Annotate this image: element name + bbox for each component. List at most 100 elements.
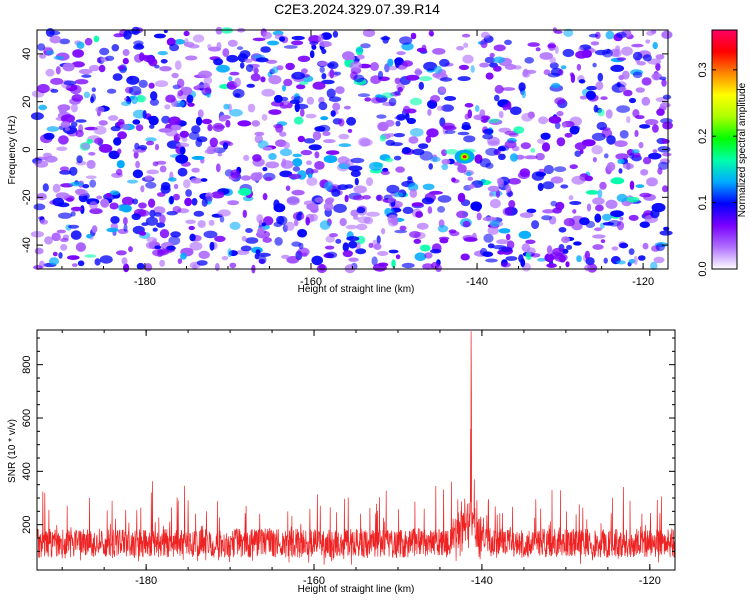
heatmap-cell <box>461 124 472 131</box>
heatmap-cell <box>78 68 93 75</box>
heatmap-cell <box>353 185 368 194</box>
heatmap-cell <box>77 260 85 267</box>
heatmap-cell <box>537 182 544 192</box>
heatmap-cell <box>185 219 196 224</box>
heatmap-cell <box>498 111 504 119</box>
heatmap-cell <box>401 60 414 67</box>
heatmap-cell <box>574 150 582 157</box>
heatmap-cell <box>555 201 565 211</box>
heatmap-cell <box>217 152 223 157</box>
heatmap-cell <box>337 156 350 165</box>
heatmap-y-tick-label: -20 <box>21 189 33 205</box>
heatmap-cell <box>505 233 511 241</box>
heatmap-cell <box>84 254 97 258</box>
heatmap-cell <box>242 209 247 218</box>
heatmap-cell <box>401 147 412 154</box>
heatmap-cell <box>203 230 218 239</box>
heatmap-cell <box>422 263 434 270</box>
heatmap-cell <box>173 183 179 190</box>
heatmap-cell <box>185 55 198 61</box>
heatmap-cell <box>39 219 49 225</box>
heatmap-cell <box>366 211 380 217</box>
heatmap-cell <box>595 81 604 91</box>
heatmap-cell <box>296 212 302 221</box>
heatmap-cell <box>584 264 591 272</box>
heatmap-cell <box>461 33 471 38</box>
heatmap-cell <box>525 239 536 244</box>
heatmap-cell <box>42 46 53 52</box>
page-title: C2E3.2024.329.07.39.R14 <box>274 1 440 17</box>
heatmap-cell <box>560 65 567 70</box>
heatmap-cell <box>463 135 476 143</box>
heatmap-cell <box>204 87 212 94</box>
heatmap-cell <box>175 154 189 164</box>
heatmap-cell <box>188 44 200 49</box>
heatmap-cell <box>520 142 531 150</box>
heatmap-cell <box>618 86 627 92</box>
heatmap-cell <box>230 169 241 179</box>
heatmap-cell <box>160 59 168 64</box>
heatmap-cell <box>565 261 570 268</box>
heatmap-cell <box>195 84 210 89</box>
heatmap-cell <box>485 258 498 263</box>
heatmap-cell <box>357 216 371 224</box>
heatmap-cell <box>191 155 205 160</box>
heatmap-cell <box>99 47 110 56</box>
heatmap-cell <box>586 203 592 212</box>
heatmap-cell <box>546 263 557 268</box>
heatmap-x-tick-label: -120 <box>632 276 654 288</box>
heatmap-cell <box>189 233 196 242</box>
heatmap-cell <box>89 64 100 72</box>
heatmap-cell <box>354 177 359 186</box>
heatmap-cell <box>245 237 259 244</box>
heatmap-cell <box>356 206 366 214</box>
heatmap-cell <box>376 114 387 119</box>
heatmap-cell <box>276 215 285 225</box>
heatmap-cell <box>521 112 533 122</box>
heatmap-cell <box>456 210 469 219</box>
heatmap-cell <box>554 30 563 34</box>
heatmap-cell <box>508 200 516 209</box>
heatmap-cell <box>502 104 509 111</box>
heatmap-cell <box>414 68 422 77</box>
heatmap-cell <box>58 105 67 115</box>
heatmap-cell <box>113 137 122 146</box>
heatmap-cell <box>94 258 101 266</box>
heatmap-cell <box>360 43 371 49</box>
heatmap-cell <box>520 258 526 267</box>
heatmap-cell <box>496 239 509 245</box>
heatmap-cell <box>229 71 240 76</box>
heatmap-cell <box>342 242 349 252</box>
heatmap-cell <box>121 204 132 213</box>
heatmap-cell <box>89 201 98 210</box>
heatmap-cell <box>463 237 478 242</box>
colorbar-tick-label: 0.3 <box>697 62 709 77</box>
heatmap-cell <box>293 219 299 227</box>
heatmap-cell <box>170 231 181 238</box>
heatmap-cell <box>421 197 434 205</box>
heatmap-cell <box>480 31 490 39</box>
heatmap-cell <box>571 222 583 231</box>
heatmap-cell <box>268 153 277 160</box>
heatmap-cell <box>521 89 526 99</box>
heatmap-cell <box>39 53 47 59</box>
heatmap-y-axis: -40 -20 0 20 40 <box>21 48 668 253</box>
heatmap-cell <box>44 236 53 245</box>
heatmap-cell <box>600 239 606 244</box>
heatmap-cell <box>116 168 123 176</box>
heatmap-cell <box>413 238 422 244</box>
heatmap-cell <box>629 153 634 159</box>
heatmap-cell <box>265 59 278 64</box>
heatmap-y-tick-label: 0 <box>21 146 33 152</box>
heatmap-cell <box>441 104 454 112</box>
heatmap-cell <box>381 228 386 235</box>
heatmap-cell <box>179 130 189 138</box>
heatmap-cell <box>281 254 290 259</box>
heatmap-cell <box>430 248 442 254</box>
heatmap-cell <box>191 125 201 134</box>
heatmap-cell <box>585 190 599 195</box>
heatmap-cell <box>384 207 391 215</box>
heatmap-cell <box>167 177 177 182</box>
heatmap-cell <box>267 40 279 46</box>
